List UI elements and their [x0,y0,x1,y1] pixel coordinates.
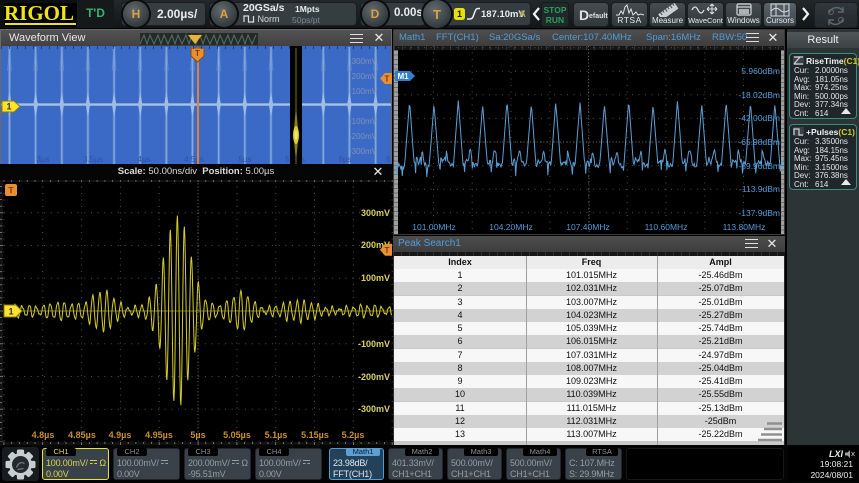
svg-text:-89.96dBm: -89.96dBm [738,161,780,171]
svg-text:5µs: 5µs [238,155,251,164]
svg-text:T: T [385,75,390,84]
svg-text:101.00MHz: 101.00MHz [412,222,455,232]
svg-text:113.80MHz: 113.80MHz [723,222,766,232]
svg-text:4.95µs: 4.95µs [145,430,173,440]
svg-text:M1: M1 [397,72,409,81]
svg-text:104.20MHz: 104.20MHz [489,222,532,232]
svg-text:5.2µs: 5.2µs [342,430,365,440]
svg-text:4.85µs: 4.85µs [68,430,96,440]
svg-text:-200mV: -200mV [358,372,390,382]
svg-text:T: T [385,246,390,255]
svg-text:4.5µs: 4.5µs [184,155,204,164]
svg-text:-18.02dBm: -18.02dBm [738,90,780,100]
svg-text:1: 1 [8,307,13,317]
svg-text:200mV: 200mV [361,240,390,250]
svg-text:-100mV: -100mV [358,339,390,349]
svg-text:107.40MHz: 107.40MHz [566,222,609,232]
svg-text:-65.98dBm: -65.98dBm [738,137,780,147]
svg-text:3.5µs: 3.5µs [83,155,103,164]
svg-text:4.9µs: 4.9µs [109,430,132,440]
svg-text:5.1µs: 5.1µs [265,430,288,440]
svg-text:5.15µs: 5.15µs [301,430,329,440]
svg-text:3µs: 3µs [36,155,49,164]
svg-text:-137.9dBm: -137.9dBm [738,208,780,218]
svg-text:100mV: 100mV [361,273,390,283]
svg-text:-113.9dBm: -113.9dBm [739,184,780,194]
svg-text:300mV: 300mV [361,208,390,218]
svg-text:T: T [195,49,200,58]
svg-text:5.05µs: 5.05µs [223,430,251,440]
svg-text:4.8µs: 4.8µs [32,430,55,440]
svg-text:4µs: 4µs [137,155,150,164]
svg-text:5.960dBm: 5.960dBm [741,66,780,76]
svg-text:1: 1 [6,102,11,112]
svg-text:110.60MHz: 110.60MHz [645,222,688,232]
svg-text:T: T [8,185,14,195]
svg-text:-42.00dBm: -42.00dBm [738,113,780,123]
svg-text:6.5µs: 6.5µs [386,155,391,164]
svg-text:5µs: 5µs [190,430,205,440]
svg-text:-300mV: -300mV [358,404,390,414]
svg-text:6µs: 6µs [338,155,351,164]
